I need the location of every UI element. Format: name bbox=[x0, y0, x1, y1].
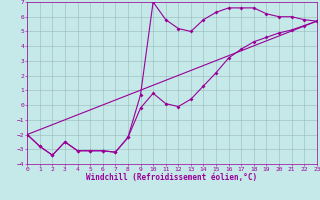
X-axis label: Windchill (Refroidissement éolien,°C): Windchill (Refroidissement éolien,°C) bbox=[86, 173, 258, 182]
